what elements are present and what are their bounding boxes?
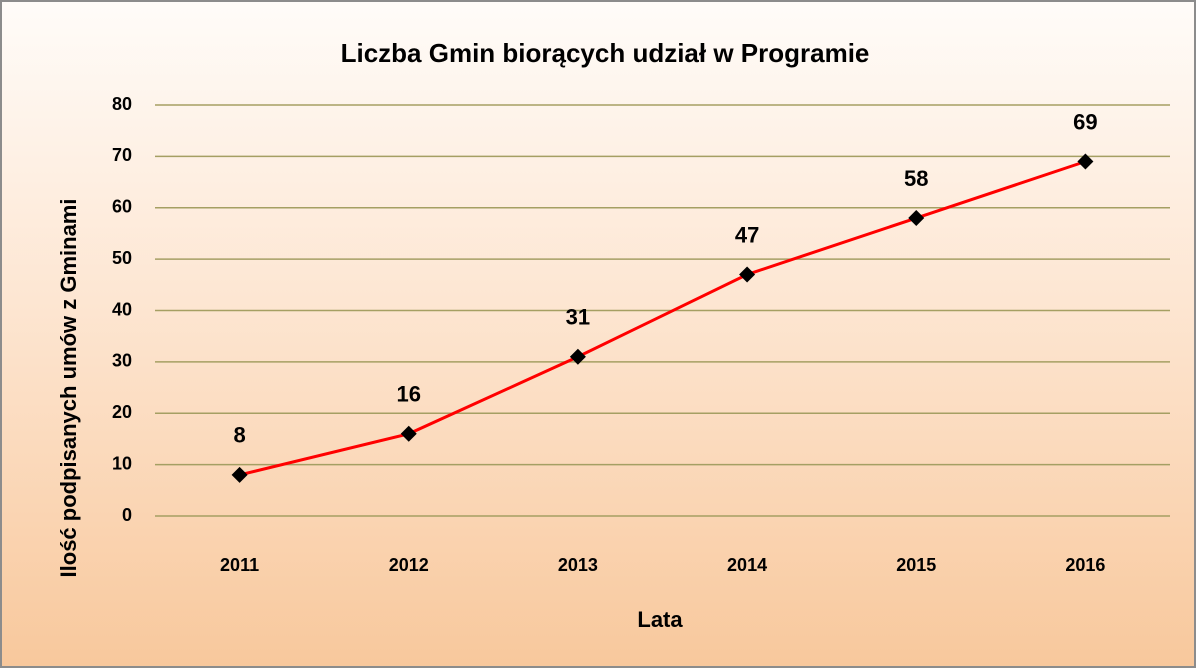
chart-title: Liczba Gmin biorących udział w Programie: [341, 38, 870, 68]
data-label: 69: [1073, 109, 1097, 134]
y-tick-label: 80: [112, 94, 132, 114]
x-tick-label: 2013: [558, 555, 598, 575]
y-tick-label: 10: [112, 453, 132, 473]
y-tick-label: 40: [112, 299, 132, 319]
x-tick-label: 2015: [896, 555, 936, 575]
x-tick-label: 2014: [727, 555, 767, 575]
x-tick-label: 2012: [389, 555, 429, 575]
y-tick-label: 30: [112, 351, 132, 371]
y-tick-label: 70: [112, 145, 132, 165]
y-tick-label: 60: [112, 197, 132, 217]
data-label: 16: [397, 382, 421, 407]
data-marker: [1077, 153, 1094, 170]
data-marker: [231, 466, 248, 483]
x-axis-label: Lata: [637, 607, 683, 632]
data-line: [239, 160, 1086, 477]
x-tick-label: 2016: [1065, 555, 1105, 575]
y-tick-label: 20: [112, 402, 132, 422]
y-axis-label: Ilość podpisanych umów z Gminami: [56, 199, 81, 578]
data-marker: [569, 348, 586, 365]
data-label: 31: [566, 305, 590, 330]
data-label: 47: [735, 222, 759, 247]
data-marker: [400, 425, 417, 442]
data-marker: [908, 210, 925, 227]
data-marker: [739, 266, 756, 283]
y-tick-label: 50: [112, 248, 132, 268]
x-tick-label: 2011: [220, 555, 259, 575]
data-label: 8: [233, 423, 245, 448]
data-label: 58: [904, 166, 928, 191]
y-tick-label: 0: [122, 505, 132, 525]
